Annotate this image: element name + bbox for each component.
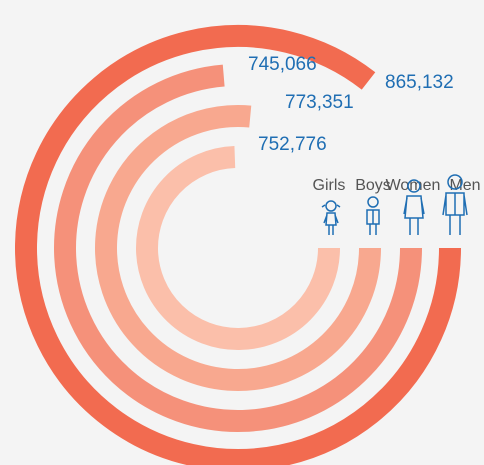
- ring-bar: [15, 25, 461, 465]
- man-icon: [442, 174, 468, 235]
- boy-icon: [366, 196, 380, 235]
- category-label: Women: [386, 177, 441, 194]
- ring-bar: [54, 64, 422, 432]
- value-label: 752,776: [258, 134, 327, 155]
- icons: [321, 174, 468, 235]
- category-label: Girls: [313, 177, 346, 194]
- category-label: Men: [449, 177, 480, 194]
- category-label: Boys: [355, 177, 391, 194]
- value-label: 865,132: [385, 72, 454, 93]
- ring-bar: [136, 146, 340, 350]
- woman-icon: [403, 179, 425, 235]
- girl-icon: [321, 200, 341, 235]
- ring-bar: [95, 105, 381, 391]
- value-label: 745,066: [248, 54, 317, 75]
- value-label: 773,351: [285, 92, 354, 113]
